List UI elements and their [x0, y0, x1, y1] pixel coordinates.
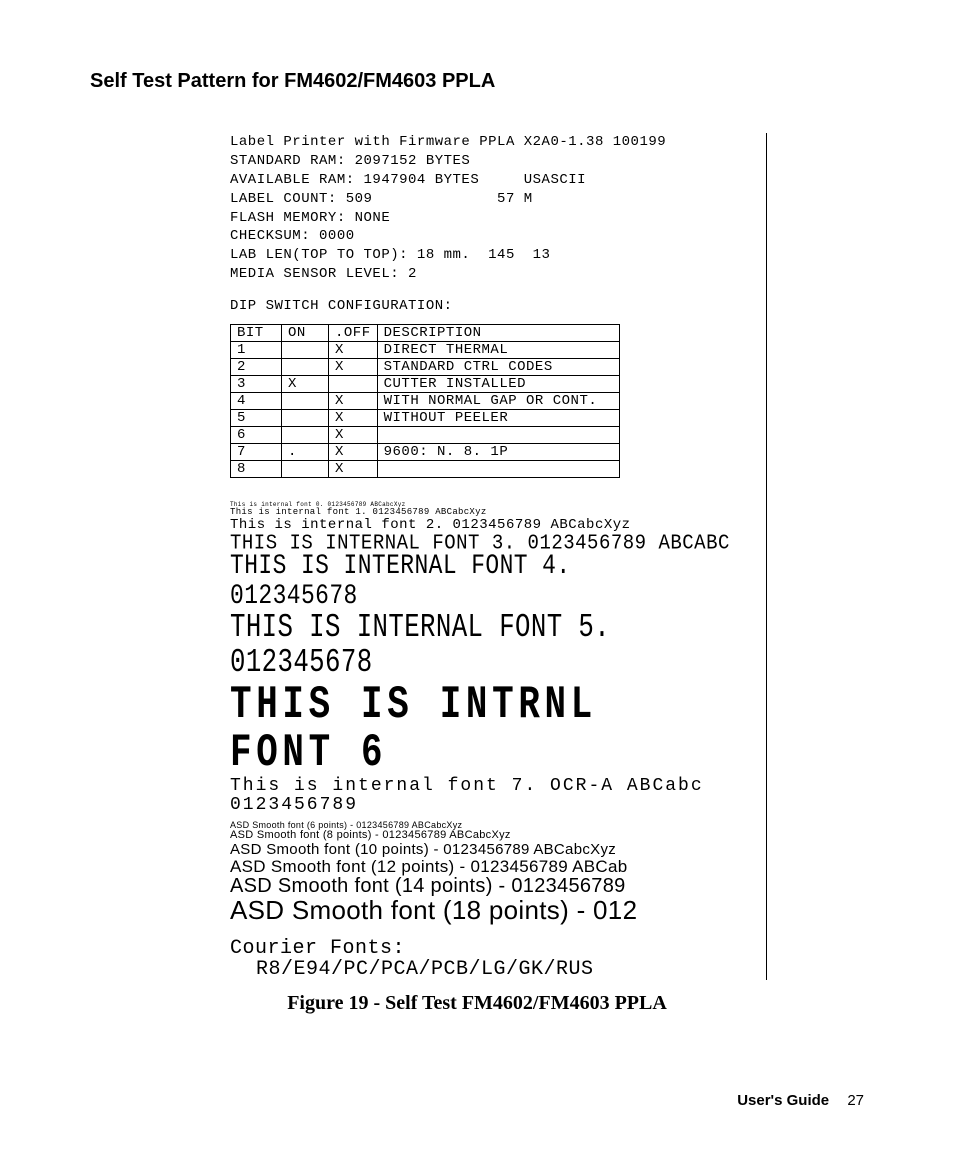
cell-bit: 7 — [231, 444, 282, 461]
cell-desc: DIRECT THERMAL — [377, 342, 619, 359]
cell-bit: 1 — [231, 342, 282, 359]
table-row: 4 XWITH NORMAL GAP OR CONT. — [231, 393, 620, 410]
table-header-row: BIT ON .OFF DESCRIPTION — [231, 325, 620, 342]
cell-on: X — [282, 376, 329, 393]
font-samples: This is internal font 0. 0123456789 ABCa… — [230, 502, 760, 980]
info-line: CHECKSUM: 0000 — [230, 228, 355, 244]
cell-on — [282, 461, 329, 478]
footer-label: User's Guide — [737, 1092, 829, 1109]
table-row: 2 XSTANDARD CTRL CODES — [231, 359, 620, 376]
cell-off — [329, 376, 378, 393]
font-sample-5: THIS IS INTERNAL FONT 5. 012345678 — [230, 611, 643, 680]
cell-desc: 9600: N. 8. 1P — [377, 444, 619, 461]
font-sample-6: THIS IS INTRNL FONT 6 — [230, 681, 643, 778]
cell-desc — [377, 427, 619, 444]
cell-desc: STANDARD CTRL CODES — [377, 359, 619, 376]
page-title: Self Test Pattern for FM4602/FM4603 PPLA — [90, 70, 864, 93]
cell-off: X — [329, 410, 378, 427]
info-line: STANDARD RAM: 2097152 BYTES — [230, 153, 470, 169]
cell-bit: 6 — [231, 427, 282, 444]
table-row: 8X — [231, 461, 620, 478]
font-sample-7b: 0123456789 — [230, 796, 760, 815]
smooth-font-10: ASD Smooth font (10 points) - 0123456789… — [230, 842, 760, 858]
cell-off: X — [329, 393, 378, 410]
table-row: 5 XWITHOUT PEELER — [231, 410, 620, 427]
col-bit: BIT — [231, 325, 282, 342]
col-desc: DESCRIPTION — [377, 325, 619, 342]
cell-bit: 2 — [231, 359, 282, 376]
info-line: LABEL COUNT: 509 57 M — [230, 191, 533, 207]
cell-off: X — [329, 461, 378, 478]
cell-off: X — [329, 444, 378, 461]
page-footer: User's Guide 27 — [737, 1092, 864, 1109]
smooth-font-12: ASD Smooth font (12 points) - 0123456789… — [230, 858, 760, 876]
cell-on — [282, 359, 329, 376]
cell-bit: 5 — [231, 410, 282, 427]
table-row: 3X CUTTER INSTALLED — [231, 376, 620, 393]
table-row: 1 XDIRECT THERMAL — [231, 342, 620, 359]
printout-panel: Label Printer with Firmware PPLA X2A0-1.… — [230, 133, 767, 980]
courier-fonts-heading: Courier Fonts: — [230, 938, 760, 959]
cell-on — [282, 393, 329, 410]
cell-off: X — [329, 342, 378, 359]
printer-info-block: Label Printer with Firmware PPLA X2A0-1.… — [230, 133, 760, 284]
info-line: Label Printer with Firmware PPLA X2A0-1.… — [230, 134, 666, 150]
font-sample-4: THIS IS INTERNAL FONT 4. 012345678 — [230, 552, 665, 611]
cell-desc: WITH NORMAL GAP OR CONT. — [377, 393, 619, 410]
info-line: LAB LEN(TOP TO TOP): 18 mm. 145 13 — [230, 247, 550, 263]
cell-desc — [377, 461, 619, 478]
col-off: .OFF — [329, 325, 378, 342]
dip-switch-title: DIP SWITCH CONFIGURATION: — [230, 298, 760, 314]
col-on: ON — [282, 325, 329, 342]
font-sample-7a: This is internal font 7. OCR-A ABCabc — [230, 777, 760, 796]
dip-switch-table: BIT ON .OFF DESCRIPTION 1XDIRECT THERMAL… — [230, 324, 620, 478]
cell-bit: 4 — [231, 393, 282, 410]
cell-bit: 3 — [231, 376, 282, 393]
cell-on — [282, 342, 329, 359]
smooth-font-14: ASD Smooth font (14 points) - 0123456789 — [230, 876, 760, 897]
figure-caption: Figure 19 - Self Test FM4602/FM4603 PPLA — [90, 992, 864, 1015]
courier-fonts-list: R8/E94/PC/PCA/PCB/LG/GK/RUS — [230, 959, 760, 980]
cell-on — [282, 410, 329, 427]
info-line: MEDIA SENSOR LEVEL: 2 — [230, 266, 417, 282]
info-line: FLASH MEMORY: NONE — [230, 210, 390, 226]
cell-on — [282, 427, 329, 444]
smooth-font-18: ASD Smooth font (18 points) - 012 — [230, 897, 760, 924]
table-row: 7.X 9600: N. 8. 1P — [231, 444, 620, 461]
info-line: AVAILABLE RAM: 1947904 BYTES USASCII — [230, 172, 586, 188]
cell-desc: CUTTER INSTALLED — [377, 376, 619, 393]
cell-on: . — [282, 444, 329, 461]
cell-off: X — [329, 427, 378, 444]
cell-bit: 8 — [231, 461, 282, 478]
footer-page-number: 27 — [847, 1092, 864, 1109]
cell-off: X — [329, 359, 378, 376]
table-row: 6X — [231, 427, 620, 444]
cell-desc: WITHOUT PEELER — [377, 410, 619, 427]
document-page: Self Test Pattern for FM4602/FM4603 PPLA… — [0, 0, 954, 1159]
